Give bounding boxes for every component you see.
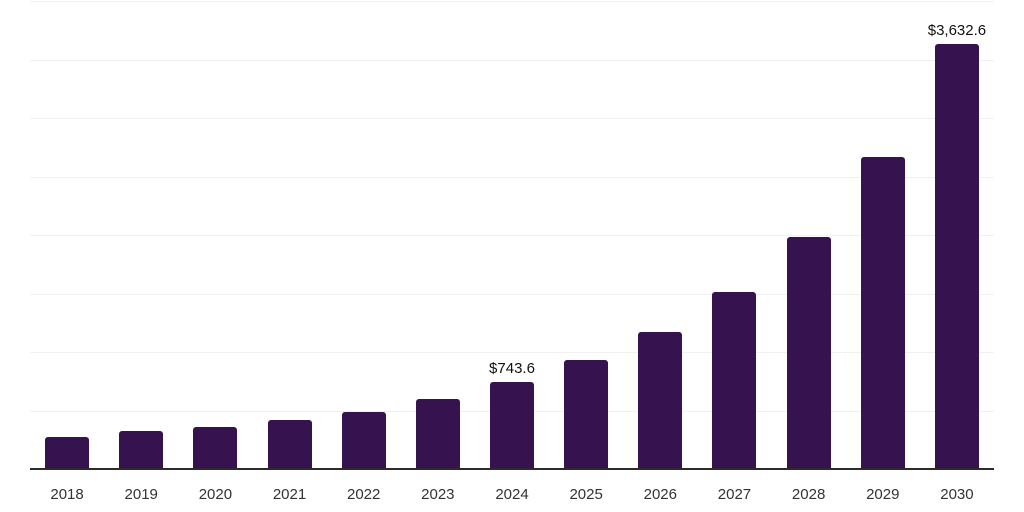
data-label-2030: $3,632.6 [927, 22, 987, 39]
bar-2028[interactable] [786, 236, 831, 469]
plot-area: $743.6 $3,632.6 [30, 1, 994, 469]
bar-2023[interactable] [415, 398, 460, 469]
x-tick-label-2020: 2020 [198, 486, 233, 503]
data-label-2024: $743.6 [489, 360, 535, 377]
x-tick-label-2027: 2027 [717, 486, 752, 503]
gridline [30, 352, 994, 353]
x-tick-label-2025: 2025 [569, 486, 603, 503]
x-tick-label-2022: 2022 [347, 486, 381, 503]
x-tick-label-2021: 2021 [272, 486, 307, 503]
bar-2030[interactable] [934, 44, 979, 469]
x-tick-label-2030: 2030 [940, 486, 974, 503]
bar-2027[interactable] [712, 292, 757, 469]
bar-2025[interactable] [564, 359, 609, 469]
x-tick-label-2023: 2023 [421, 486, 455, 503]
x-tick-label-2028: 2028 [791, 486, 826, 503]
bar-2019[interactable] [119, 430, 164, 469]
x-tick-label-2024: 2024 [495, 486, 529, 503]
x-tick-label-2029: 2029 [866, 486, 900, 503]
gridline [30, 59, 994, 61]
gridline [30, 1, 994, 2]
gridline [30, 293, 994, 295]
gridline [30, 235, 994, 236]
bar-2022[interactable] [341, 411, 386, 469]
bar-2024[interactable] [490, 382, 534, 469]
x-tick-label-2026: 2026 [643, 486, 677, 503]
bar-2029[interactable] [860, 156, 905, 469]
gridline [30, 176, 994, 178]
x-axis-line [30, 468, 994, 470]
bar-2026[interactable] [638, 332, 683, 469]
x-tick-label-2019: 2019 [124, 486, 158, 503]
x-tick-label-2018: 2018 [50, 486, 84, 503]
bar-2021[interactable] [267, 419, 312, 469]
bar-2020[interactable] [193, 427, 238, 469]
gridline [30, 118, 994, 119]
bar-2018[interactable] [45, 437, 90, 469]
